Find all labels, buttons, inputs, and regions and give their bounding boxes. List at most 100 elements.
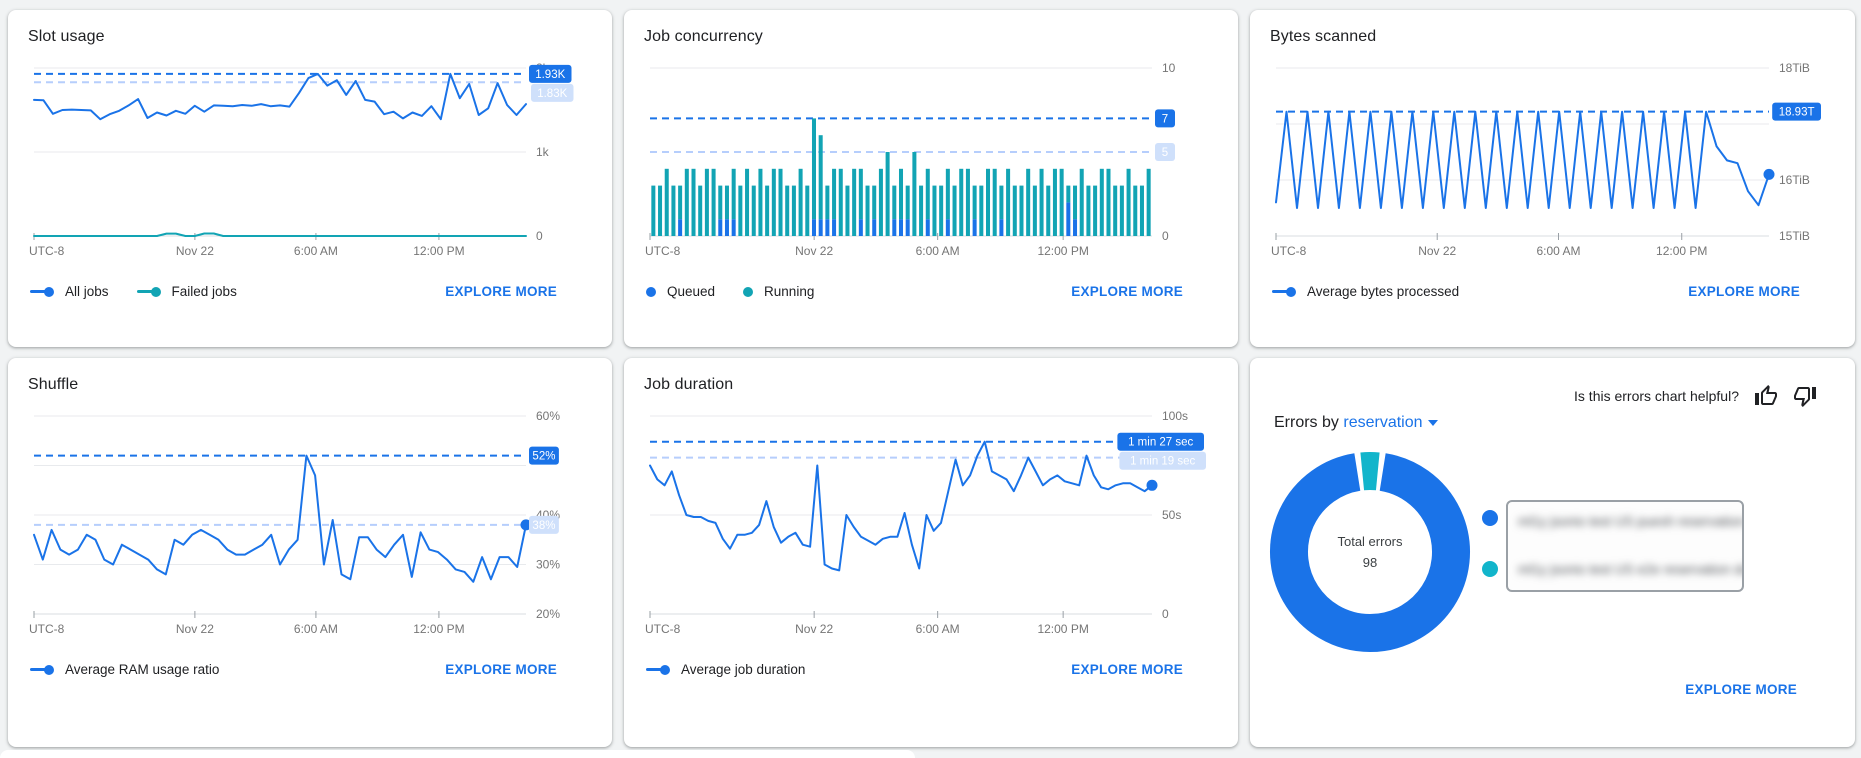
legend-line-dot-marker xyxy=(30,286,54,297)
svg-text:6:00 AM: 6:00 AM xyxy=(916,622,960,636)
chevron-down-icon[interactable] xyxy=(1427,419,1438,426)
slot-usage-legend: All jobs Failed jobs xyxy=(30,284,237,299)
legend-label: Running xyxy=(764,284,815,299)
legend-label: Average job duration xyxy=(681,662,806,677)
svg-text:12:00 PM: 12:00 PM xyxy=(1037,244,1088,258)
legend-item[interactable]: Average job duration xyxy=(646,662,805,677)
thumbs-up-icon[interactable] xyxy=(1754,384,1778,408)
card-title-job-duration: Job duration xyxy=(644,376,734,393)
legend-item[interactable]: Running xyxy=(743,284,814,299)
shuffle-chart[interactable]: 60% 40% 30% 20% UTC-8 Nov 22 6:00 AM 12:00 PM 52… xyxy=(28,402,592,650)
job-duration-chart[interactable]: 100s 50s 0 UTC-8 Nov 22 6:00 AM 12:00 PM 1 min … xyxy=(644,402,1218,650)
legend-label: Queued xyxy=(667,284,716,299)
svg-text:UTC-8: UTC-8 xyxy=(1271,244,1307,258)
legend-label: Average bytes processed xyxy=(1307,284,1460,299)
card-footer: Queued Running EXPLORE MORE xyxy=(646,284,1183,299)
legend-line-dot-marker xyxy=(136,286,161,297)
svg-text:1 min 19 sec: 1 min 19 sec xyxy=(1130,456,1195,468)
svg-text:38%: 38% xyxy=(532,520,555,532)
explore-more-link[interactable]: EXPLORE MORE xyxy=(445,284,557,299)
card-title-job-concurrency: Job concurrency xyxy=(644,28,763,45)
svg-text:0: 0 xyxy=(536,229,543,243)
card-footer: All jobs Failed jobs EXPLORE MORE xyxy=(30,284,557,299)
svg-text:16TiB: 16TiB xyxy=(1779,173,1810,187)
svg-text:0: 0 xyxy=(1162,229,1169,243)
errors-by-label: Errors by xyxy=(1274,414,1339,431)
card-title-bytes-scanned: Bytes scanned xyxy=(1270,28,1377,45)
legend-dot-marker xyxy=(646,286,656,297)
legend-line-dot-marker xyxy=(30,664,54,675)
svg-text:Nov 22: Nov 22 xyxy=(176,622,214,636)
svg-text:60%: 60% xyxy=(536,409,560,423)
card-bytes-scanned: Bytes scanned 18TiB 16TiB 15TiB UTC-8 Nov 22… xyxy=(1250,10,1855,347)
legend-item[interactable]: Failed jobs xyxy=(136,284,237,299)
bytes-scanned-legend: Average bytes processed xyxy=(1272,284,1459,299)
svg-text:12:00 PM: 12:00 PM xyxy=(413,622,464,636)
svg-text:0: 0 xyxy=(1162,607,1169,621)
svg-text:6:00 AM: 6:00 AM xyxy=(916,244,960,258)
legend-label: Average RAM usage ratio xyxy=(65,662,220,677)
svg-text:12:00 PM: 12:00 PM xyxy=(1037,622,1088,636)
svg-text:5: 5 xyxy=(1162,147,1168,159)
svg-text:Nov 22: Nov 22 xyxy=(176,244,214,258)
job-concurrency-legend: Queued Running xyxy=(646,284,814,299)
legend-item[interactable]: Average RAM usage ratio xyxy=(30,662,219,677)
svg-text:6:00 AM: 6:00 AM xyxy=(1536,244,1580,258)
card-footer: Average RAM usage ratio EXPLORE MORE xyxy=(30,662,557,677)
errors-feedback-row: Is this errors chart helpful? xyxy=(1574,384,1817,408)
bytes-scanned-chart[interactable]: 18TiB 16TiB 15TiB UTC-8 Nov 22 6:00 AM 12:00 P… xyxy=(1270,54,1835,272)
shuffle-legend: Average RAM usage ratio xyxy=(30,662,219,677)
svg-text:1k: 1k xyxy=(536,145,550,159)
card-title-shuffle: Shuffle xyxy=(28,376,79,393)
explore-more-link[interactable]: EXPLORE MORE xyxy=(1071,284,1183,299)
svg-text:1.93K: 1.93K xyxy=(535,69,565,81)
svg-text:6:00 AM: 6:00 AM xyxy=(294,244,338,258)
card-title-slot-usage: Slot usage xyxy=(28,28,105,45)
reservation-dropdown[interactable]: reservation xyxy=(1343,414,1423,431)
card-job-concurrency: Job concurrency 10 5 0 UTC-8 Nov 22 6:00 AM 12… xyxy=(624,10,1238,347)
svg-text:20%: 20% xyxy=(536,607,560,621)
errors-legend-dot-1[interactable] xyxy=(1482,510,1498,526)
below-fold-card-edge xyxy=(0,750,915,758)
svg-text:Nov 22: Nov 22 xyxy=(1418,244,1456,258)
svg-text:Nov 22: Nov 22 xyxy=(795,622,833,636)
legend-item[interactable]: Queued xyxy=(646,284,715,299)
explore-more-link[interactable]: EXPLORE MORE xyxy=(1071,662,1183,677)
card-job-duration: Job duration 100s 50s 0 UTC-8 Nov 22 6:00 AM 1… xyxy=(624,358,1238,747)
svg-text:UTC-8: UTC-8 xyxy=(29,244,65,258)
explore-more-link[interactable]: EXPLORE MORE xyxy=(445,662,557,677)
legend-label: Failed jobs xyxy=(171,284,237,299)
svg-text:30%: 30% xyxy=(536,558,560,572)
errors-donut-chart[interactable]: Total errors 98 xyxy=(1269,451,1471,653)
svg-text:UTC-8: UTC-8 xyxy=(645,622,681,636)
svg-text:10: 10 xyxy=(1162,61,1176,75)
svg-text:18TiB: 18TiB xyxy=(1779,61,1810,75)
svg-text:100s: 100s xyxy=(1162,409,1188,423)
errors-legend-item-2[interactable]: ml1y jsonio test US e2e reservation do xyxy=(1518,562,1744,577)
svg-text:Nov 22: Nov 22 xyxy=(795,244,833,258)
legend-line-dot-marker xyxy=(646,664,670,675)
legend-item[interactable]: All jobs xyxy=(30,284,109,299)
errors-by-title: Errors by reservation xyxy=(1274,414,1438,432)
svg-text:50s: 50s xyxy=(1162,508,1181,522)
legend-dot-marker xyxy=(743,286,754,297)
errors-legend-redacted-box: ml1y jsonio test US puesh reservation 2 … xyxy=(1506,500,1744,592)
explore-more-link[interactable]: EXPLORE MORE xyxy=(1688,284,1800,299)
svg-text:52%: 52% xyxy=(532,451,555,463)
thumbs-down-icon[interactable] xyxy=(1793,384,1817,408)
errors-legend-item-1[interactable]: ml1y jsonio test US puesh reservation 2 xyxy=(1518,514,1744,529)
svg-text:12:00 PM: 12:00 PM xyxy=(413,244,464,258)
card-errors-by-reservation: Is this errors chart helpful? Errors by … xyxy=(1250,358,1855,747)
legend-item[interactable]: Average bytes processed xyxy=(1272,284,1459,299)
svg-text:15TiB: 15TiB xyxy=(1779,229,1810,243)
svg-text:UTC-8: UTC-8 xyxy=(29,622,65,636)
errors-legend-dot-2[interactable] xyxy=(1482,561,1498,577)
svg-text:UTC-8: UTC-8 xyxy=(645,244,681,258)
card-footer: Average job duration EXPLORE MORE xyxy=(646,662,1183,677)
legend-label: All jobs xyxy=(65,284,109,299)
explore-more-link[interactable]: EXPLORE MORE xyxy=(1685,682,1797,697)
